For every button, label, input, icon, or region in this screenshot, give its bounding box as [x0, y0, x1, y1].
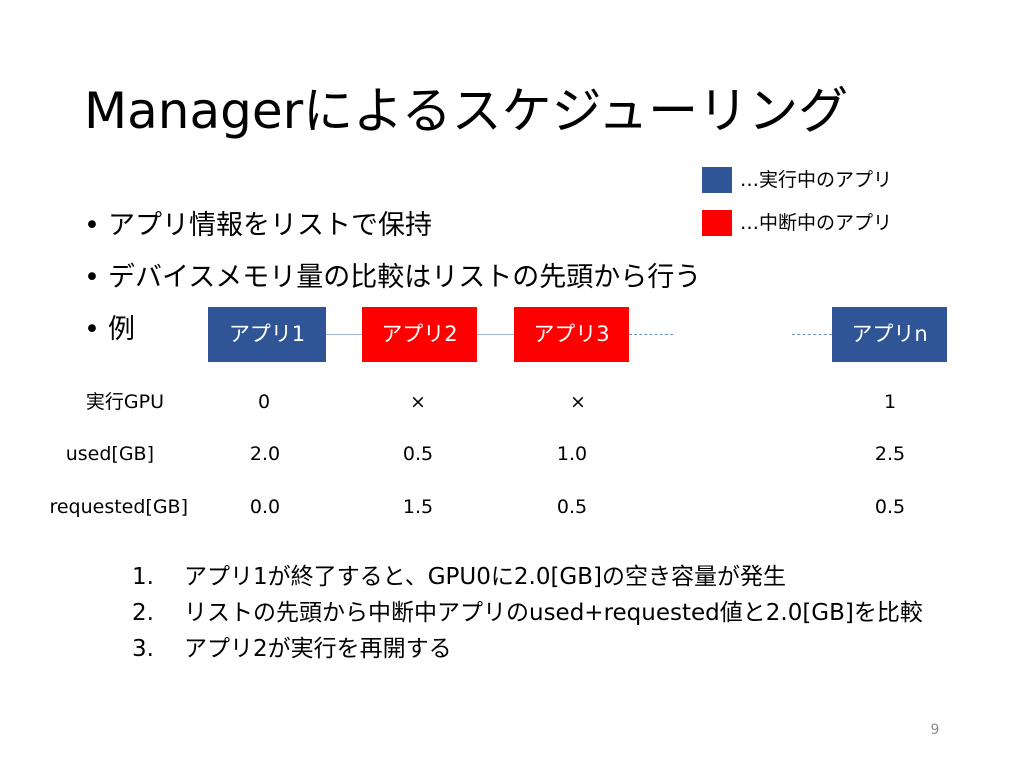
row-label-used: used[GB] — [65, 443, 154, 465]
bullet-item: • アプリ情報をリストで保持 — [84, 206, 432, 246]
app-box-2: アプリ2 — [362, 307, 477, 362]
row-label-requested: requested[GB] — [49, 496, 188, 518]
app-box-1: アプリ1 — [208, 307, 326, 362]
gpu-cell: × — [570, 391, 586, 413]
step-number: 3. — [132, 636, 154, 662]
step-item: 2. リストの先頭から中断中アプリのused+requested値と2.0[GB]… — [132, 596, 923, 630]
used-cell: 2.5 — [874, 443, 906, 465]
step-text: アプリ1が終了すると、GPU0に2.0[GB]の空き容量が発生 — [184, 564, 786, 590]
app-box-3: アプリ3 — [514, 307, 629, 362]
row-label-gpu: 実行GPU — [85, 391, 164, 413]
app-box-n: アプリn — [832, 307, 947, 362]
requested-cell: 0.0 — [249, 496, 281, 518]
step-number: 2. — [132, 600, 154, 626]
bullet-item: • デバイスメモリ量の比較はリストの先頭から行う — [84, 258, 701, 298]
bullet-text: アプリ情報をリストで保持 — [108, 210, 432, 241]
gpu-cell: 1 — [883, 391, 897, 413]
step-number: 1. — [132, 564, 154, 590]
step-text: アプリ2が実行を再開する — [184, 636, 452, 662]
bullet-text: デバイスメモリ量の比較はリストの先頭から行う — [108, 262, 702, 293]
connector-dotted-line — [629, 334, 673, 335]
requested-cell: 0.5 — [556, 496, 588, 518]
used-cell: 2.0 — [249, 443, 281, 465]
bullet-text: 例 — [108, 314, 135, 345]
step-item: 1. アプリ1が終了すると、GPU0に2.0[GB]の空き容量が発生 — [132, 560, 786, 594]
bullet-marker: • — [84, 262, 100, 293]
legend-swatch-running — [702, 167, 732, 193]
connector-line — [477, 334, 514, 335]
legend-label-running: …実行中のアプリ — [740, 169, 893, 191]
bullet-marker: • — [84, 314, 100, 345]
gpu-cell: 0 — [257, 391, 271, 413]
used-cell: 0.5 — [402, 443, 434, 465]
requested-cell: 0.5 — [874, 496, 906, 518]
step-item: 3. アプリ2が実行を再開する — [132, 632, 452, 666]
connector-line — [326, 334, 362, 335]
legend-swatch-suspended — [702, 210, 732, 236]
slide-title: Managerによるスケジューリング — [84, 82, 849, 140]
bullet-marker: • — [84, 210, 100, 241]
page-number: 9 — [930, 722, 940, 738]
gpu-cell: × — [410, 391, 426, 413]
connector-dotted-line — [792, 334, 832, 335]
step-text: リストの先頭から中断中アプリのused+requested値と2.0[GB]を比… — [184, 600, 923, 626]
used-cell: 1.0 — [556, 443, 588, 465]
bullet-item: • 例 — [84, 310, 135, 350]
legend-label-suspended: …中断中のアプリ — [740, 212, 893, 234]
requested-cell: 1.5 — [402, 496, 434, 518]
